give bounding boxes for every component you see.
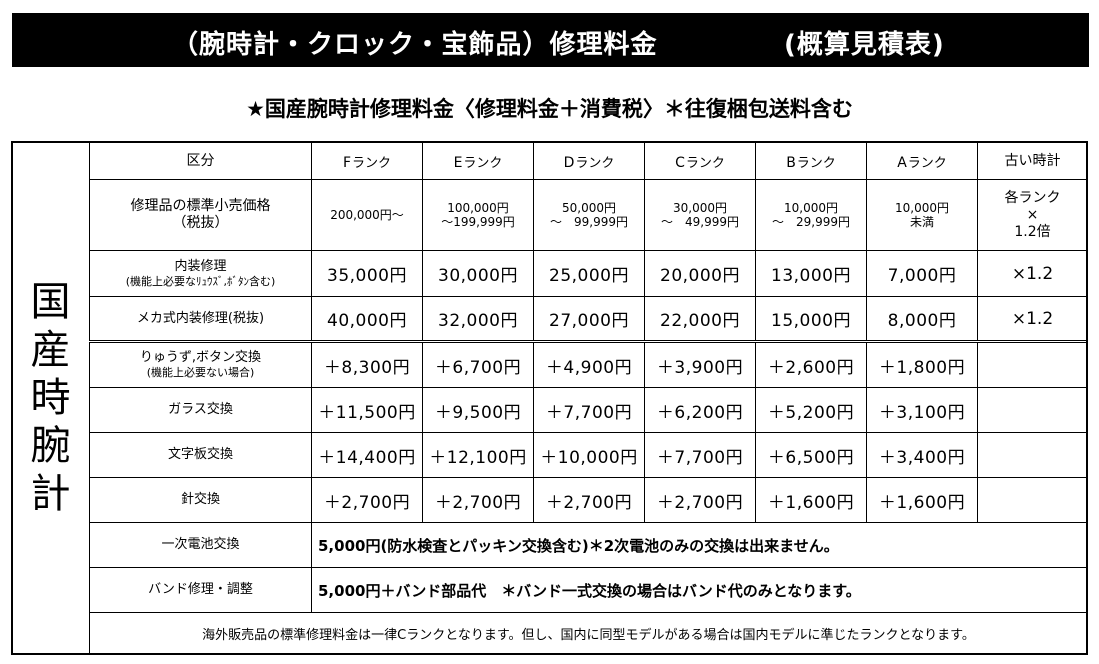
row-label: 文字板交換 bbox=[89, 432, 312, 478]
price-cell: ＋6,200円 bbox=[644, 387, 756, 433]
table-row: 文字板交換 ＋14,400円 ＋12,100円 ＋10,000円 ＋7,700円… bbox=[89, 432, 1088, 478]
price-cell: ＋7,700円 bbox=[644, 432, 756, 478]
footer-note: 海外販売品の標準修理料金は一律Cランクとなります。但し、国内に同型モデルがある場… bbox=[89, 612, 1088, 654]
table-row: メカ式内装修理(税抜) 40,000円 32,000円 27,000円 22,0… bbox=[89, 296, 1088, 342]
price-cell: ＋10,000円 bbox=[533, 432, 645, 478]
price-cell: ＋1,800円 bbox=[866, 340, 978, 388]
header-rank-e: Eランク bbox=[422, 142, 534, 180]
header-rank-b: Bランク bbox=[755, 142, 867, 180]
price-cell: ＋14,400円 bbox=[311, 432, 423, 478]
multiplier-cell bbox=[977, 340, 1088, 388]
retail-b: 10,000円～ 29,999円 bbox=[755, 179, 867, 251]
price-cell: 15,000円 bbox=[755, 296, 867, 342]
page-title-sub: (概算見積表) bbox=[784, 30, 945, 60]
price-cell: 25,000円 bbox=[533, 250, 645, 297]
retail-row: 修理品の標準小売価格 （税抜） 200,000円～ 100,000円 ～199,9… bbox=[89, 179, 1088, 251]
price-cell: ＋2,700円 bbox=[644, 477, 756, 523]
price-cell: ＋2,600円 bbox=[755, 340, 867, 388]
header-rank-a: Aランク bbox=[866, 142, 978, 180]
multiplier-cell: ×1.2 bbox=[977, 250, 1088, 297]
multiplier-cell: ×1.2 bbox=[977, 296, 1088, 342]
battery-label: 一次電池交換 bbox=[89, 522, 312, 568]
side-char: 腕 bbox=[30, 423, 71, 469]
side-char: 国 bbox=[30, 279, 71, 325]
price-cell: 7,000円 bbox=[866, 250, 978, 297]
retail-a: 10,000円 未満 bbox=[866, 179, 978, 251]
price-cell: ＋7,700円 bbox=[533, 387, 645, 433]
band-label: バンド修理・調整 bbox=[89, 567, 312, 613]
multiplier-cell bbox=[977, 477, 1088, 523]
multiplier-cell bbox=[977, 387, 1088, 433]
price-cell: 35,000円 bbox=[311, 250, 423, 297]
price-cell: ＋12,100円 bbox=[422, 432, 534, 478]
side-char: 時 bbox=[30, 375, 71, 421]
price-cell: ＋4,900円 bbox=[533, 340, 645, 388]
subtitle: ★国産腕時計修理料金〈修理料金＋消費税〉＊往復梱包送料含む bbox=[246, 97, 853, 121]
header-category: 区分 bbox=[89, 142, 312, 180]
table-row: 針交換 ＋2,700円 ＋2,700円 ＋2,700円 ＋2,700円 ＋1,6… bbox=[89, 477, 1088, 523]
price-cell: ＋2,700円 bbox=[533, 477, 645, 523]
price-cell: ＋3,100円 bbox=[866, 387, 978, 433]
retail-c: 30,000円～ 49,999円 bbox=[644, 179, 756, 251]
band-note: 5,000円＋バンド部品代 ＊バンド一式交換の場合はバンド代のみとなります。 bbox=[311, 567, 1088, 613]
price-cell: 32,000円 bbox=[422, 296, 534, 342]
retail-d: 50,000円～ 99,999円 bbox=[533, 179, 645, 251]
row-label: 針交換 bbox=[89, 477, 312, 523]
price-cell: 27,000円 bbox=[533, 296, 645, 342]
price-cell: ＋2,700円 bbox=[422, 477, 534, 523]
row-label: りゅうず,ボタン交換 (機能上必要ない場合) bbox=[89, 340, 312, 388]
price-cell: ＋3,400円 bbox=[866, 432, 978, 478]
price-cell: 8,000円 bbox=[866, 296, 978, 342]
row-label: ガラス交換 bbox=[89, 387, 312, 433]
price-cell: ＋6,500円 bbox=[755, 432, 867, 478]
retail-f: 200,000円～ bbox=[311, 179, 423, 251]
footer-row: 海外販売品の標準修理料金は一律Cランクとなります。但し、国内に同型モデルがある場… bbox=[89, 612, 1088, 654]
battery-row: 一次電池交換 5,000円(防水検査とパッキン交換含む)＊2次電池のみの交換は出… bbox=[89, 522, 1088, 568]
title-bar: （腕時計・クロック・宝飾品）修理料金 (概算見積表) bbox=[12, 13, 1089, 67]
price-cell: ＋1,600円 bbox=[755, 477, 867, 523]
price-cell: 20,000円 bbox=[644, 250, 756, 297]
side-char: 産 bbox=[30, 327, 71, 373]
side-label: 国 産 時 腕 計 bbox=[12, 142, 89, 654]
page-title: （腕時計・クロック・宝飾品）修理料金 bbox=[172, 30, 658, 60]
price-cell: ＋5,200円 bbox=[755, 387, 867, 433]
retail-old: 各ランク × 1.2倍 bbox=[977, 179, 1088, 251]
table-row: ガラス交換 ＋11,500円 ＋9,500円 ＋7,700円 ＋6,200円 ＋… bbox=[89, 387, 1088, 433]
multiplier-cell bbox=[977, 432, 1088, 478]
band-row: バンド修理・調整 5,000円＋バンド部品代 ＊バンド一式交換の場合はバンド代の… bbox=[89, 567, 1088, 613]
table-row: りゅうず,ボタン交換 (機能上必要ない場合) ＋8,300円 ＋6,700円 ＋… bbox=[89, 340, 1088, 388]
battery-note: 5,000円(防水検査とパッキン交換含む)＊2次電池のみの交換は出来ません。 bbox=[311, 522, 1088, 568]
rate-table: 区分 Fランク Eランク Dランク Cランク Bランク Aランク 古い時計 修理… bbox=[89, 142, 1088, 654]
row-label: 内装修理 (機能上必要なﾘｭｳｽﾞ,ﾎﾞﾀﾝ含む) bbox=[89, 250, 312, 297]
header-rank-d: Dランク bbox=[533, 142, 645, 180]
price-cell: 13,000円 bbox=[755, 250, 867, 297]
price-cell: 22,000円 bbox=[644, 296, 756, 342]
price-cell: ＋9,500円 bbox=[422, 387, 534, 433]
price-cell: ＋6,700円 bbox=[422, 340, 534, 388]
price-cell: ＋1,600円 bbox=[866, 477, 978, 523]
retail-label: 修理品の標準小売価格 （税抜） bbox=[89, 179, 312, 251]
header-row: 区分 Fランク Eランク Dランク Cランク Bランク Aランク 古い時計 bbox=[89, 142, 1088, 180]
header-old-watch: 古い時計 bbox=[977, 142, 1088, 180]
price-cell: 30,000円 bbox=[422, 250, 534, 297]
retail-e: 100,000円 ～199,999円 bbox=[422, 179, 534, 251]
side-char: 計 bbox=[30, 471, 71, 517]
price-cell: 40,000円 bbox=[311, 296, 423, 342]
price-cell: ＋8,300円 bbox=[311, 340, 423, 388]
price-cell: ＋11,500円 bbox=[311, 387, 423, 433]
table-row: 内装修理 (機能上必要なﾘｭｳｽﾞ,ﾎﾞﾀﾝ含む) 35,000円 30,000… bbox=[89, 250, 1088, 297]
price-cell: ＋3,900円 bbox=[644, 340, 756, 388]
row-label: メカ式内装修理(税抜) bbox=[89, 296, 312, 342]
header-rank-c: Cランク bbox=[644, 142, 756, 180]
price-cell: ＋2,700円 bbox=[311, 477, 423, 523]
header-rank-f: Fランク bbox=[311, 142, 423, 180]
